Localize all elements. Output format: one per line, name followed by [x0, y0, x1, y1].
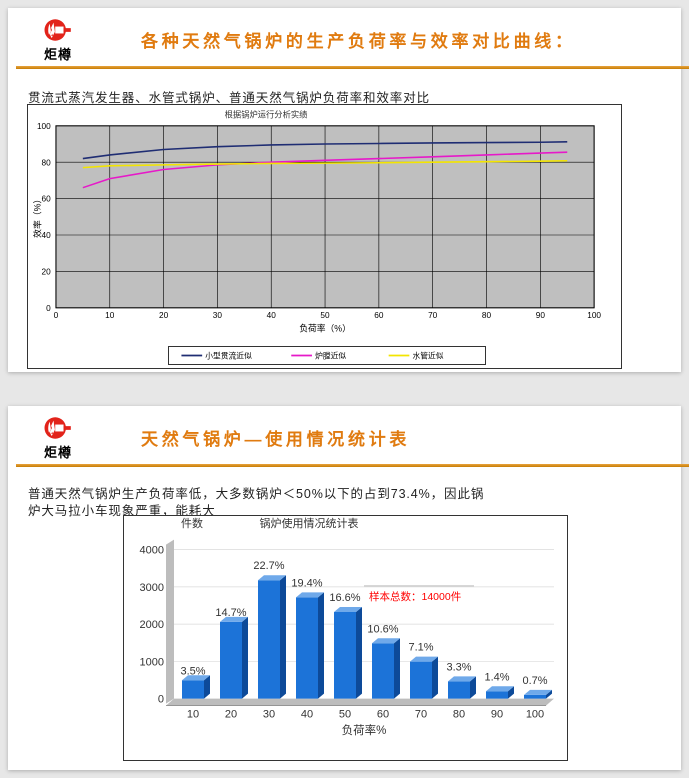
- svg-text:小型贯流近似: 小型贯流近似: [205, 351, 252, 361]
- svg-text:70: 70: [428, 310, 438, 320]
- svg-text:16.6%: 16.6%: [329, 592, 360, 604]
- svg-text:20: 20: [42, 267, 52, 277]
- svg-text:90: 90: [491, 709, 503, 721]
- svg-text:10.6%: 10.6%: [367, 623, 398, 635]
- svg-text:50: 50: [320, 310, 330, 320]
- svg-text:0: 0: [46, 303, 51, 313]
- svg-text:22.7%: 22.7%: [253, 560, 284, 572]
- svg-text:80: 80: [482, 310, 492, 320]
- svg-text:3.5%: 3.5%: [180, 665, 205, 677]
- svg-text:1.4%: 1.4%: [484, 671, 509, 683]
- svg-text:90: 90: [536, 310, 546, 320]
- svg-text:10: 10: [187, 709, 199, 721]
- svg-text:2000: 2000: [140, 619, 164, 631]
- svg-text:0.7%: 0.7%: [522, 675, 547, 687]
- svg-text:80: 80: [453, 709, 465, 721]
- svg-text:70: 70: [415, 709, 427, 721]
- svg-text:负荷率（%）: 负荷率（%）: [299, 323, 351, 334]
- svg-text:14.7%: 14.7%: [215, 607, 246, 619]
- svg-text:效率（%）: 效率（%）: [31, 195, 42, 238]
- svg-text:炉膛近似: 炉膛近似: [315, 351, 346, 361]
- svg-text:件数: 件数: [181, 517, 203, 530]
- svg-text:负荷率%: 负荷率%: [342, 723, 387, 737]
- svg-text:60: 60: [42, 194, 52, 204]
- svg-text:50: 50: [339, 709, 351, 721]
- svg-text:40: 40: [267, 310, 277, 320]
- svg-text:100: 100: [37, 121, 51, 131]
- svg-text:1000: 1000: [140, 656, 164, 668]
- svg-text:60: 60: [374, 310, 384, 320]
- svg-text:19.4%: 19.4%: [291, 577, 322, 589]
- svg-text:30: 30: [263, 709, 275, 721]
- svg-text:3.3%: 3.3%: [446, 661, 471, 673]
- svg-text:40: 40: [42, 230, 52, 240]
- svg-text:60: 60: [377, 709, 389, 721]
- svg-text:20: 20: [225, 709, 237, 721]
- svg-text:0: 0: [158, 694, 164, 706]
- svg-text:100: 100: [526, 709, 544, 721]
- svg-text:30: 30: [213, 310, 223, 320]
- svg-text:100: 100: [587, 310, 601, 320]
- svg-text:水管近似: 水管近似: [412, 351, 443, 361]
- svg-text:20: 20: [159, 310, 169, 320]
- svg-text:3000: 3000: [140, 582, 164, 594]
- svg-text:根据锅炉运行分析实绩: 根据锅炉运行分析实绩: [225, 109, 308, 119]
- svg-text:10: 10: [105, 310, 115, 320]
- svg-text:40: 40: [301, 709, 313, 721]
- svg-text:样本总数：14000件: 样本总数：14000件: [369, 590, 461, 603]
- svg-text:0: 0: [54, 310, 59, 320]
- svg-text:7.1%: 7.1%: [408, 642, 433, 654]
- svg-text:锅炉使用情况统计表: 锅炉使用情况统计表: [260, 516, 359, 530]
- svg-text:80: 80: [42, 157, 52, 167]
- svg-text:4000: 4000: [140, 545, 164, 557]
